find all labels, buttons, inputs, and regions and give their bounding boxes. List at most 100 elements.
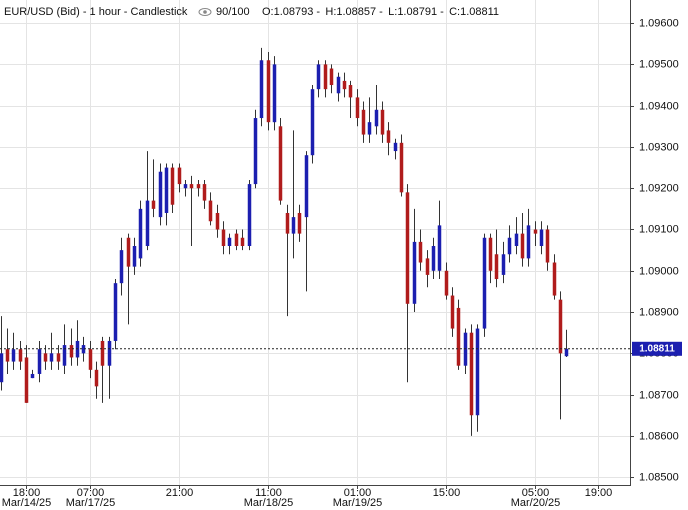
candle-body [412, 241, 417, 304]
candle-body [475, 328, 480, 416]
ohlc-value: L:1.08791 [388, 6, 437, 18]
candle-body [151, 200, 156, 209]
candle-body [24, 357, 29, 403]
x-tick-label: 07:00 [77, 487, 105, 499]
candle-body [482, 237, 487, 329]
candle-body [431, 246, 436, 271]
y-tick-label: 1.09400 [639, 100, 679, 112]
candle-body [138, 208, 143, 259]
candle-body [183, 184, 188, 189]
candle-body [11, 349, 16, 362]
candle-body [297, 212, 302, 234]
candle-body [456, 307, 461, 366]
candle-body [323, 64, 328, 90]
grid [0, 0, 630, 485]
x-tick-label: 18:00 [13, 487, 41, 499]
candle-body [132, 246, 137, 267]
candle-body [291, 217, 296, 234]
candle-body [37, 349, 42, 374]
candle-body [374, 109, 379, 127]
axes: 1.09600 1.09500 1.09400 1.09300 1.09200 1.091… [2, 17, 682, 509]
candle-body [215, 212, 220, 230]
candle-body [227, 237, 232, 247]
candle-body [266, 60, 271, 123]
y-tick-label: 1.09200 [639, 182, 679, 194]
candle-body [425, 258, 430, 275]
y-tick-label: 1.09000 [639, 265, 679, 277]
candle-body [488, 237, 493, 271]
candle-body [285, 212, 290, 234]
candle-body [469, 332, 474, 416]
y-tick-label: 1.09100 [639, 223, 679, 235]
x-tick-label: 01:00 [344, 487, 372, 499]
candle-body [208, 200, 213, 222]
candle-body [310, 89, 315, 156]
x-date-label: Mar/18/25 [244, 497, 294, 509]
candle-body [418, 241, 423, 263]
candle-body [113, 283, 118, 341]
candle-body [94, 369, 99, 387]
candle-body [177, 167, 182, 185]
candle-body [329, 68, 334, 86]
candle-body [552, 262, 557, 296]
candles [0, 47, 630, 436]
x-tick-label: 15:00 [433, 487, 461, 499]
candle-body [380, 109, 385, 135]
y-tick-label: 1.09300 [639, 141, 679, 153]
x-tick-label: 21:00 [166, 487, 194, 499]
candle-body [107, 340, 112, 366]
candle-body [399, 142, 404, 193]
x-date-label: Mar/20/25 [511, 497, 561, 509]
separator: - [440, 6, 444, 18]
candle-body [526, 225, 531, 259]
candle-body [145, 200, 150, 247]
candle-body [164, 167, 169, 213]
ohlc-value: H:1.08857 [325, 6, 376, 18]
candle-body [545, 229, 550, 263]
candle-body [336, 76, 341, 94]
candle-body [278, 126, 283, 201]
candle-body [316, 64, 321, 90]
chart-title: EUR/USD (Bid) - 1 hour - Candlestick [4, 6, 188, 18]
candle-body [56, 353, 61, 362]
candle-body [272, 64, 277, 123]
candle-body [437, 225, 442, 271]
x-tick-label: 05:00 [522, 487, 550, 499]
separator: - [379, 6, 383, 18]
x-tick-label: 19:00 [585, 487, 613, 499]
candle-body [196, 184, 201, 189]
bar-count: 90/100 [216, 6, 250, 18]
candle-body [170, 167, 175, 205]
y-tick-label: 1.09500 [639, 58, 679, 70]
ohlc-value: O:1.08793 [262, 6, 313, 18]
candle-body [514, 233, 519, 247]
header: EUR/USD (Bid) - 1 hour - Candlestick [4, 6, 188, 18]
candle-body [247, 184, 252, 247]
candle-body [189, 184, 194, 189]
candle-body [234, 233, 239, 247]
separator: - [316, 6, 320, 18]
candle-body [30, 373, 35, 379]
candle-body [539, 229, 544, 247]
candle-body [81, 345, 86, 354]
candle-body [49, 353, 54, 362]
last-price-label: 1.08811 [639, 343, 675, 354]
candle-body [342, 80, 347, 90]
y-tick-label: 1.08600 [639, 430, 679, 442]
last-price-box [632, 341, 682, 356]
candle-body [348, 85, 353, 98]
ohlc-readout: O:1.08793- H:1.08857- L:1.08791- C:1.08811 [262, 6, 499, 18]
candle-body [564, 348, 569, 357]
ohlc-value: C:1.08811 [449, 6, 499, 18]
candle-body [69, 345, 74, 358]
candle-body [355, 97, 360, 119]
candle-body [494, 254, 499, 280]
candle-body [5, 349, 10, 362]
candle-body [126, 237, 131, 267]
candle-body [253, 118, 258, 185]
candle-body [18, 349, 23, 362]
x-date-label: Mar/17/25 [66, 497, 116, 509]
candle-body [507, 237, 512, 255]
candle-body [43, 353, 48, 362]
